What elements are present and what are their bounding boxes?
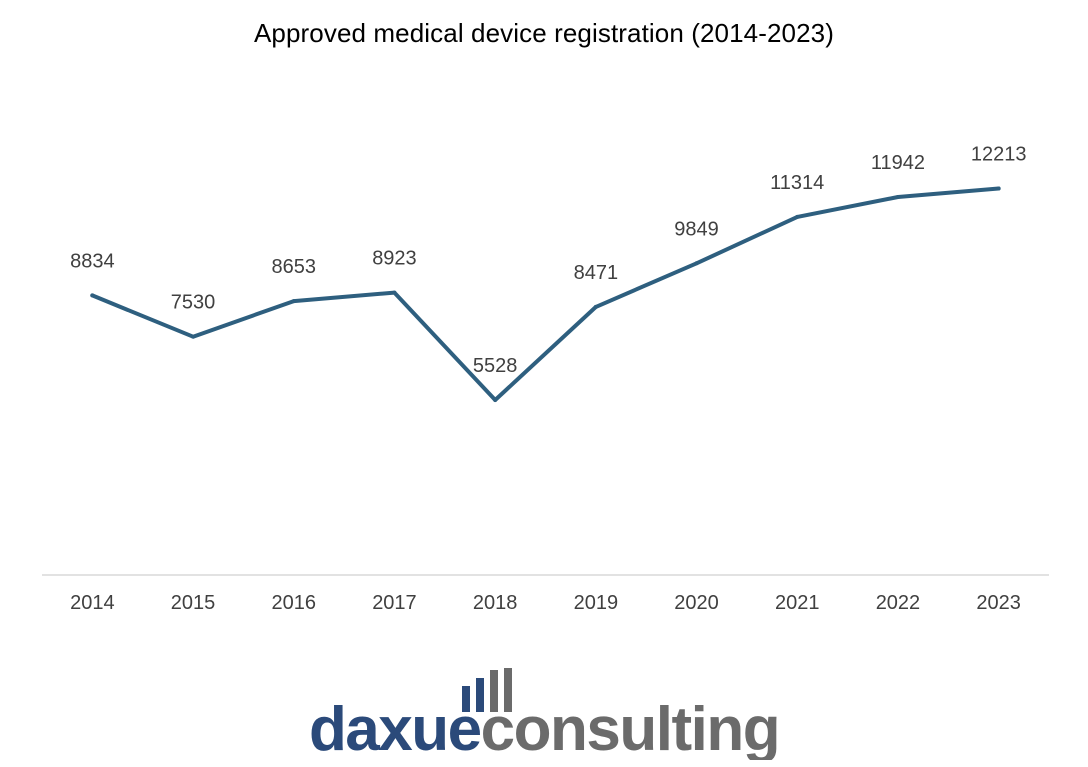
data-labels: 8834 7530 8653 8923 5528 8471 9849 11314 11942 12… (70, 143, 1026, 377)
bar-chart-logo-icon (462, 668, 512, 712)
logo-text: daxueconsulting (309, 695, 779, 760)
x-tick-labels: 2014 2015 2016 2017 2018 2019 2020 2021 2022 2023 (70, 592, 1021, 614)
data-label-2015: 7530 (171, 292, 216, 314)
data-label-2020: 9849 (674, 218, 719, 240)
x-tick-label-2017: 2017 (372, 592, 417, 614)
x-tick-label-2015: 2015 (171, 592, 216, 614)
line-chart: 8834 7530 8653 8923 5528 8471 9849 11314 11942 12… (42, 143, 1049, 614)
data-point-2019 (593, 304, 598, 309)
series-group (90, 186, 1001, 403)
data-label-2022: 11942 (871, 152, 925, 174)
x-tick-label-2020: 2020 (674, 592, 719, 614)
x-tick-label-2022: 2022 (876, 592, 921, 614)
data-point-2018 (493, 398, 498, 403)
data-point-2015 (191, 334, 196, 339)
data-label-2014: 8834 (70, 250, 115, 272)
logo-text-consulting: consulting (481, 695, 779, 760)
data-label-2019: 8471 (574, 262, 619, 284)
x-tick-label-2023: 2023 (976, 592, 1021, 614)
data-label-2021: 11314 (770, 172, 824, 194)
data-point-2020 (694, 261, 699, 266)
data-label-2023: 12213 (971, 143, 1027, 165)
x-tick-label-2021: 2021 (775, 592, 820, 614)
data-point-2017 (392, 290, 397, 295)
x-tick-label-2016: 2016 (272, 592, 317, 614)
series-line (90, 186, 1001, 402)
daxue-consulting-logo: daxueconsulting (309, 668, 781, 760)
data-point-2023 (996, 186, 1001, 191)
x-tick-label-2019: 2019 (574, 592, 619, 614)
data-label-2017: 8923 (372, 248, 417, 270)
chart-title: Approved medical device registration (20… (253, 18, 834, 48)
data-point-2021 (795, 214, 800, 219)
x-tick-label-2014: 2014 (70, 592, 115, 614)
data-point-2014 (90, 293, 95, 298)
data-label-2018: 5528 (473, 355, 518, 377)
logo-text-daxue: daxue (309, 695, 481, 760)
data-point-2016 (291, 299, 296, 304)
x-tick-label-2018: 2018 (473, 592, 518, 614)
data-point-2022 (895, 195, 900, 200)
data-label-2016: 8653 (272, 256, 317, 278)
